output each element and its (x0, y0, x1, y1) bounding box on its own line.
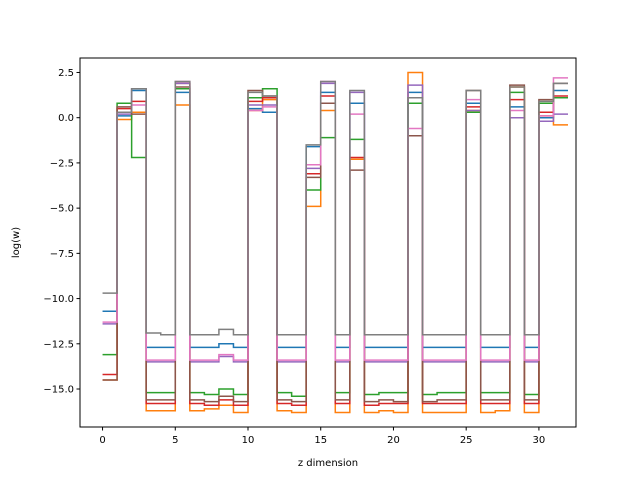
y-tick-label: 2.5 (58, 68, 74, 79)
x-tick-label: 20 (387, 435, 400, 446)
x-tick-label: 0 (99, 435, 105, 446)
x-axis-label: z dimension (298, 458, 358, 469)
y-tick-label: 0.0 (58, 113, 74, 124)
y-tick-label: −12.5 (43, 339, 74, 350)
x-tick-label: 15 (314, 435, 327, 446)
series-line-8 (102, 80, 568, 336)
y-tick-label: −5.0 (50, 204, 74, 215)
y-axis-label: log(w) (11, 227, 22, 258)
y-axis-ticks: 2.5 0.0 −2.5 −5.0 −7.5 −10.0 −12.5 −15.0 (43, 68, 80, 396)
y-tick-label: −10.0 (43, 294, 74, 305)
plot-area (102, 71, 568, 414)
x-axis-ticks: 0 5 10 15 20 25 30 (99, 427, 545, 446)
x-tick-label: 25 (460, 435, 473, 446)
series-line-1 (102, 89, 568, 349)
series-line-3 (102, 88, 568, 397)
x-tick-label: 30 (533, 435, 546, 446)
axes-frame (79, 57, 577, 428)
y-tick-label: −7.5 (50, 249, 74, 260)
y-tick-label: −2.5 (50, 158, 74, 169)
y-tick-label: −15.0 (43, 385, 74, 396)
x-tick-label: 5 (172, 435, 178, 446)
x-tick-label: 10 (242, 435, 255, 446)
